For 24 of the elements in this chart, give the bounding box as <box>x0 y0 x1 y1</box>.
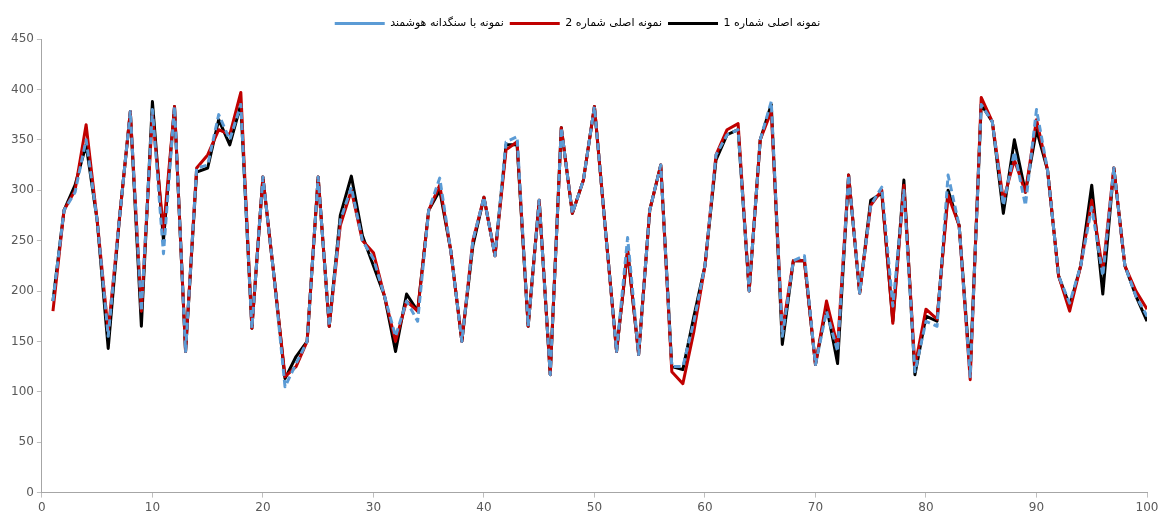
y-tick-label: 450 <box>11 31 34 46</box>
x-tick-label: 80 <box>918 499 934 514</box>
x-tick-label: 60 <box>697 499 713 514</box>
x-tick-label: 20 <box>255 499 271 514</box>
y-tick-label: 150 <box>11 333 34 348</box>
y-tick-label: 0 <box>26 484 34 499</box>
x-tick-label: 30 <box>365 499 382 514</box>
y-tick-label: 300 <box>11 182 34 197</box>
x-tick-label: 10 <box>144 499 161 514</box>
legend-label: نمونه اصلی شماره 2 <box>565 16 663 30</box>
x-tick-label: 50 <box>586 499 603 514</box>
y-tick-label: 50 <box>18 434 34 449</box>
y-tick-label: 350 <box>11 131 34 146</box>
x-tick-label: 100 <box>1135 499 1159 514</box>
y-tick-label: 400 <box>11 81 34 96</box>
x-tick-label: 90 <box>1028 499 1045 514</box>
y-tick-label: 100 <box>11 383 34 398</box>
y-tick-label: 200 <box>11 283 34 298</box>
y-tick-label: 250 <box>11 232 34 247</box>
legend-label: نمونه با سنگدانه هوشمند <box>390 16 504 30</box>
x-tick-label: 40 <box>476 499 492 514</box>
x-tick-label: 0 <box>38 499 46 514</box>
x-tick-label: 70 <box>807 499 824 514</box>
legend-label: نمونه اصلی شماره 1 <box>723 16 821 30</box>
